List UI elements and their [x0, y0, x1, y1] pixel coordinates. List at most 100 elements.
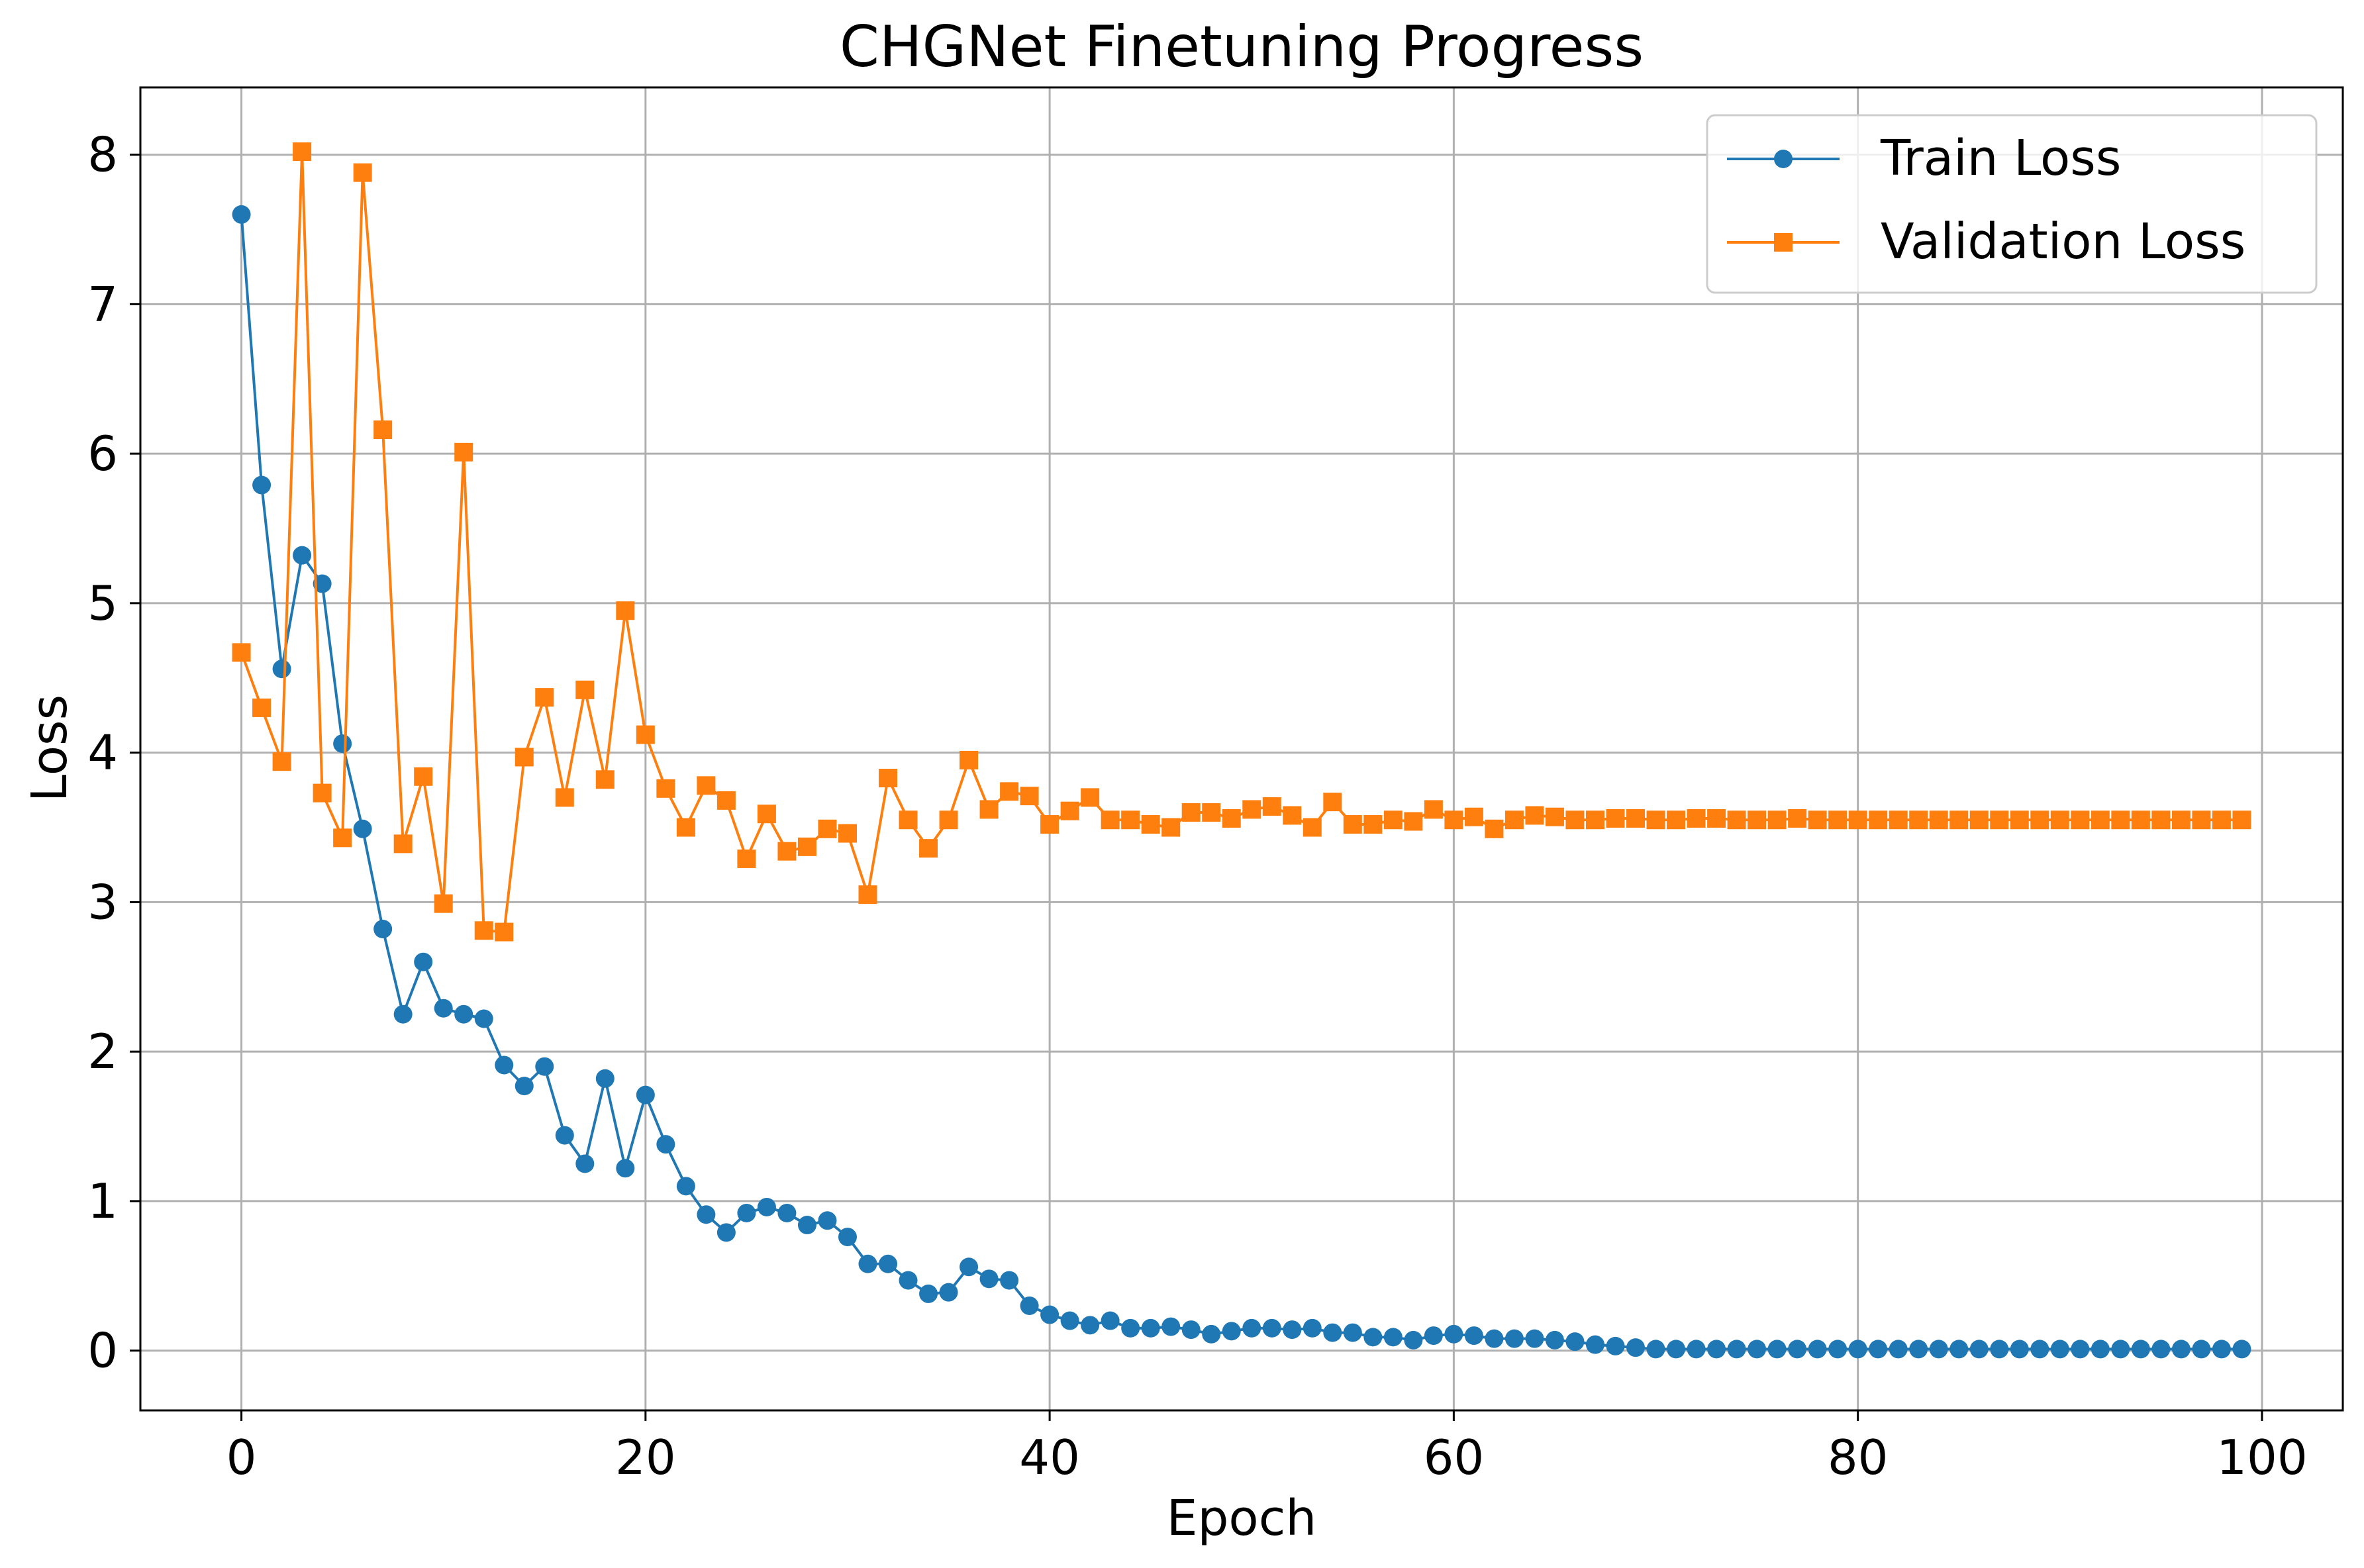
point-validation — [1889, 810, 1908, 830]
point-validation — [899, 810, 918, 830]
point-validation — [1485, 819, 1504, 838]
point-validation — [1808, 810, 1827, 830]
point-validation — [232, 643, 251, 662]
point-train — [2050, 1340, 2069, 1359]
y-tick-label: 4 — [87, 725, 118, 781]
point-validation — [1303, 818, 1322, 837]
point-train — [1222, 1322, 1241, 1341]
point-train — [1081, 1316, 1100, 1335]
point-validation — [1020, 787, 1039, 806]
point-train — [333, 734, 352, 754]
point-train — [1323, 1323, 1342, 1342]
point-validation — [2171, 810, 2191, 830]
point-validation — [1748, 810, 1767, 830]
point-train — [1444, 1324, 1463, 1344]
point-train — [535, 1057, 554, 1076]
point-train — [1141, 1318, 1160, 1338]
x-tick-label: 60 — [1424, 1430, 1485, 1485]
point-train — [2111, 1340, 2130, 1359]
point-train — [1889, 1340, 1908, 1359]
point-validation — [1504, 810, 1524, 830]
point-train — [2171, 1340, 2191, 1359]
point-validation — [777, 842, 797, 861]
point-validation — [1545, 807, 1564, 826]
point-validation — [272, 752, 291, 771]
point-validation — [1343, 815, 1362, 834]
point-train — [757, 1197, 776, 1216]
x-tick-label: 40 — [1019, 1430, 1080, 1485]
point-validation — [838, 824, 857, 843]
ticks: 0 20 40 60 80 100 0 1 2 3 4 5 6 7 8 — [87, 127, 2307, 1485]
point-validation — [1969, 810, 1989, 830]
point-validation — [1990, 810, 2009, 830]
point-train — [716, 1223, 736, 1242]
point-train — [2212, 1340, 2231, 1359]
point-train — [1343, 1323, 1362, 1342]
y-tick-label: 6 — [87, 426, 118, 481]
plot-frame — [139, 86, 2344, 1412]
point-train — [1808, 1340, 1827, 1359]
point-validation — [2131, 810, 2150, 830]
point-validation — [1363, 815, 1383, 834]
point-train — [2232, 1340, 2251, 1359]
point-train — [1383, 1328, 1403, 1347]
point-train — [879, 1254, 898, 1273]
point-validation — [1040, 815, 1059, 834]
point-validation — [656, 779, 675, 798]
point-train — [1626, 1338, 1646, 1357]
y-tick-label: 0 — [87, 1323, 118, 1379]
point-train — [252, 475, 271, 495]
point-validation — [676, 818, 695, 837]
point-validation — [737, 849, 756, 868]
point-train — [697, 1205, 716, 1224]
point-validation — [555, 788, 574, 807]
point-validation — [1626, 808, 1646, 828]
y-tick-label: 5 — [87, 575, 118, 631]
point-validation — [1060, 801, 1079, 820]
point-train — [232, 205, 251, 224]
point-train — [373, 920, 393, 939]
y-tick-label: 8 — [87, 127, 118, 183]
point-train — [919, 1284, 938, 1303]
point-train — [434, 999, 453, 1018]
point-train — [1767, 1340, 1787, 1359]
point-train — [656, 1135, 675, 1154]
legend-marker-validation — [1774, 233, 1793, 252]
point-train — [1565, 1332, 1585, 1351]
point-validation — [1929, 810, 1948, 830]
point-train — [1667, 1340, 1686, 1359]
point-validation — [414, 767, 433, 786]
point-validation — [1202, 803, 1221, 822]
point-train — [495, 1055, 514, 1075]
point-validation — [1707, 808, 1726, 828]
point-train — [1242, 1318, 1261, 1338]
point-validation — [373, 420, 393, 439]
point-validation — [595, 770, 615, 789]
point-train — [1969, 1340, 1989, 1359]
point-train — [575, 1154, 595, 1173]
legend-marker-train — [1774, 150, 1793, 168]
point-validation — [535, 688, 554, 707]
point-validation — [2212, 810, 2231, 830]
point-train — [818, 1211, 837, 1230]
point-validation — [1848, 810, 1867, 830]
point-validation — [1424, 800, 1443, 819]
point-validation — [797, 837, 816, 856]
point-train — [1485, 1329, 1504, 1348]
point-train — [454, 1004, 473, 1024]
point-validation — [293, 142, 312, 162]
y-tick-label: 2 — [87, 1024, 118, 1079]
point-train — [353, 819, 372, 838]
point-validation — [858, 885, 877, 905]
point-train — [960, 1257, 979, 1277]
point-validation — [454, 442, 473, 462]
point-validation — [1404, 812, 1423, 831]
point-validation — [1788, 808, 1807, 828]
x-axis-label: Epoch — [1167, 1490, 1317, 1547]
point-validation — [716, 791, 736, 810]
point-validation — [697, 776, 716, 795]
point-validation — [1828, 810, 1847, 830]
point-validation — [1081, 788, 1100, 807]
point-train — [1727, 1340, 1746, 1359]
